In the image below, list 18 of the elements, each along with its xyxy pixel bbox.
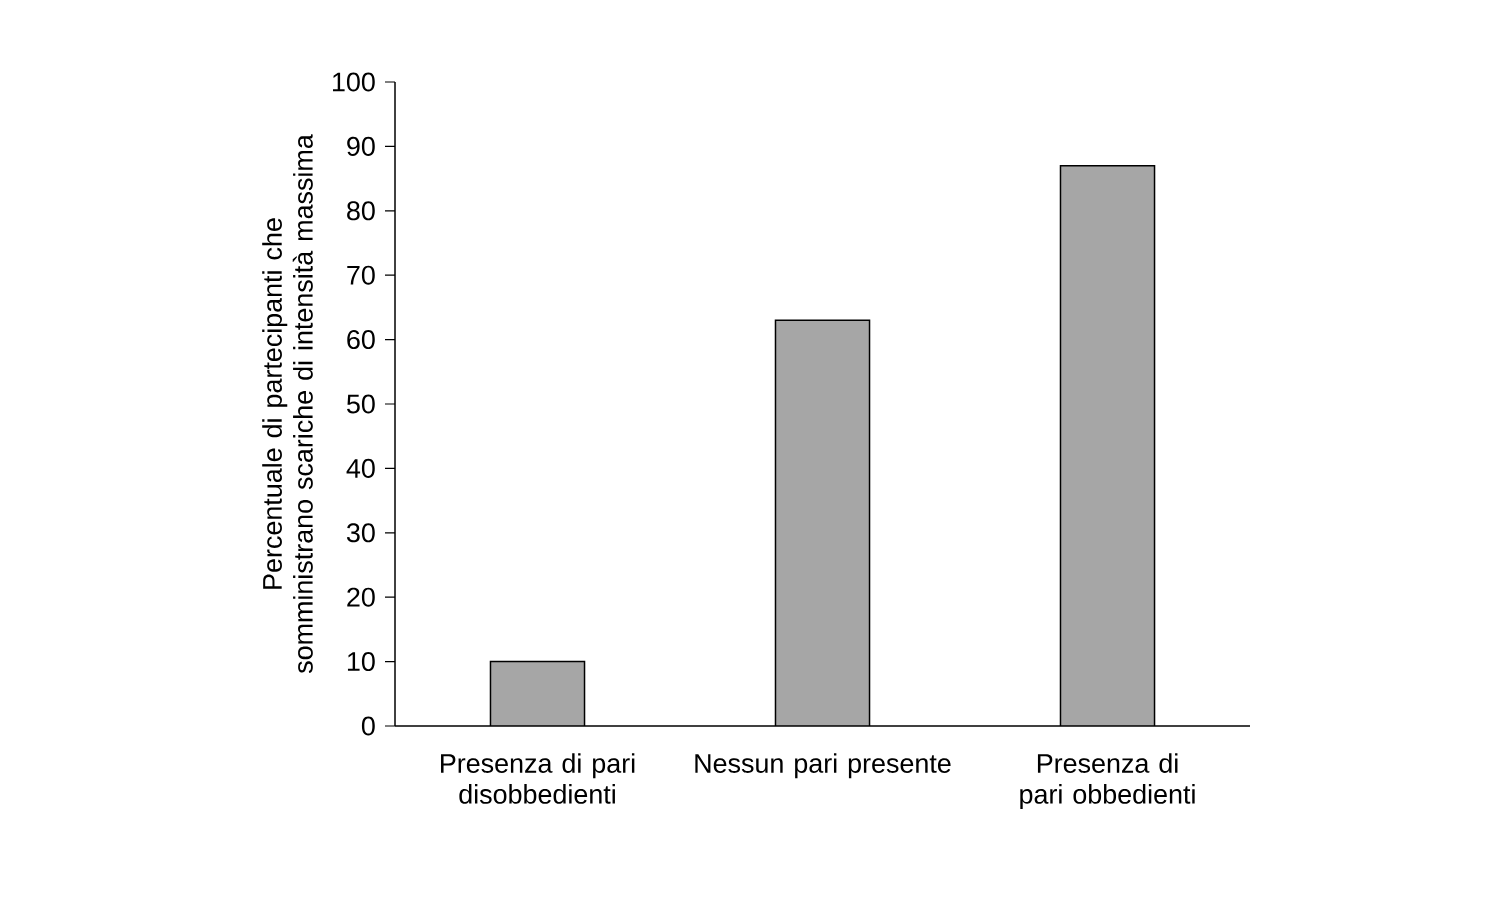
x-tick-label: Presenza di pari disobbedienti bbox=[441, 753, 635, 804]
y-tick-label: 40 bbox=[346, 458, 375, 478]
y-tick-label: 80 bbox=[347, 201, 375, 221]
bar bbox=[775, 320, 870, 726]
y-tick-label: 60 bbox=[347, 330, 375, 350]
y-tick-label: 70 bbox=[347, 265, 375, 285]
y-tick-label: 50 bbox=[347, 394, 375, 414]
y-tick-label: 10 bbox=[347, 652, 375, 672]
y-tick-label: 30 bbox=[346, 523, 375, 543]
x-tick-label: Nessun pari presente bbox=[695, 753, 951, 779]
bar bbox=[490, 661, 585, 726]
y-tick-label: 0 bbox=[361, 716, 375, 736]
y-tick-label: 90 bbox=[347, 136, 375, 156]
bar bbox=[1059, 164, 1156, 726]
y-axis-title: Percentuale di partecipanti che somministrano scariche di intensità massima bbox=[262, 134, 313, 674]
x-tick-label: Presenza di pari obbedienti bbox=[1020, 753, 1195, 810]
y-tick-label: 100 bbox=[333, 72, 375, 92]
y-tick-label: 20 bbox=[347, 587, 375, 607]
